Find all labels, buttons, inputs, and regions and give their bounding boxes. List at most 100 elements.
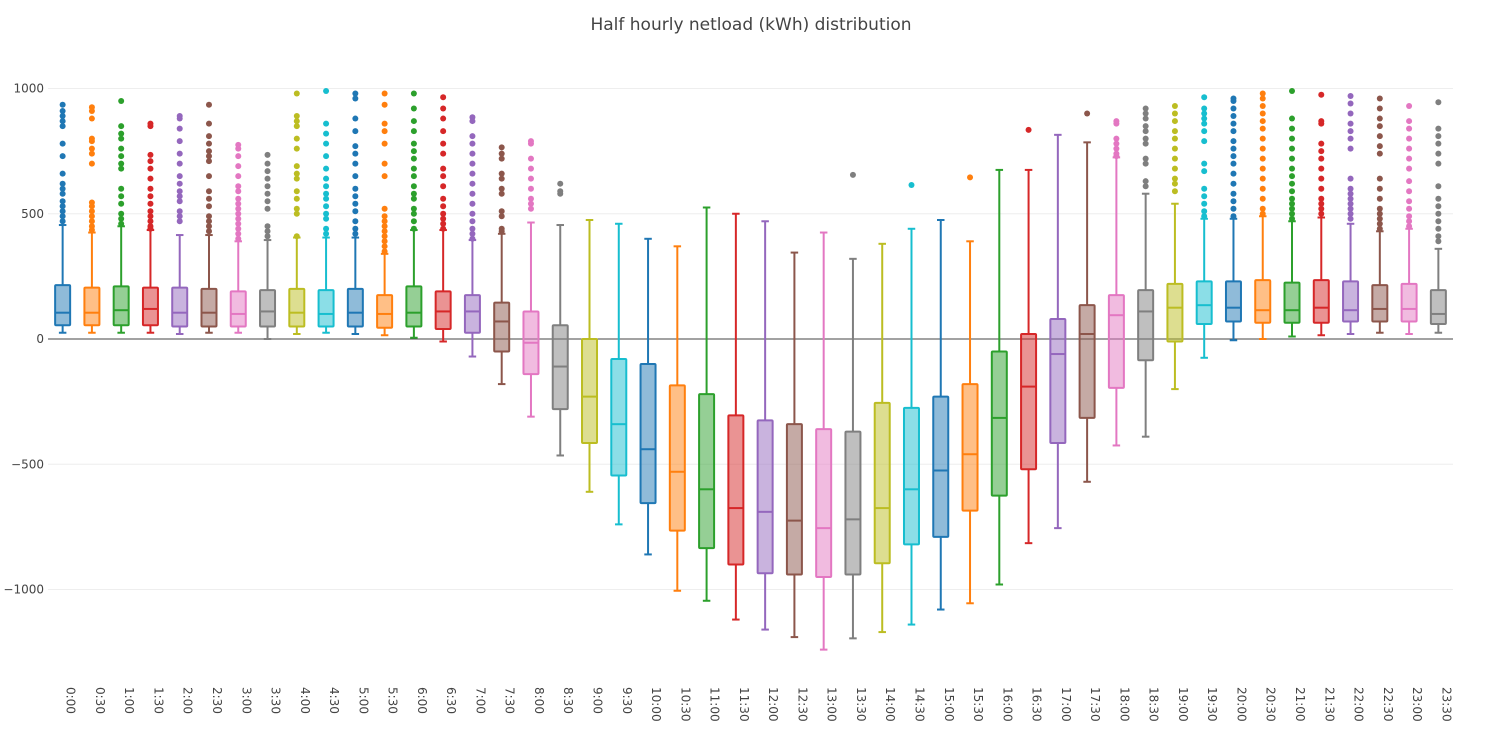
box-16:30 <box>1020 126 1038 545</box>
outlier-point <box>1435 183 1442 190</box>
outlier-point <box>1259 205 1266 212</box>
outlier-point <box>205 158 212 165</box>
outlier-point <box>469 218 476 225</box>
box-23:00 <box>1400 103 1418 335</box>
outlier-point <box>118 210 125 217</box>
x-tick-label: 4:30 <box>327 687 341 714</box>
outlier-point <box>1201 213 1208 220</box>
outlier-point <box>323 88 330 95</box>
outlier-point <box>293 90 300 97</box>
outlier-point <box>118 130 125 137</box>
box-21:30 <box>1312 91 1330 337</box>
outlier-point <box>1406 165 1413 172</box>
outlier-point <box>88 213 95 220</box>
outlier-point <box>1289 195 1296 202</box>
outlier-point <box>205 133 212 140</box>
outlier-point <box>469 190 476 197</box>
box-13:00 <box>815 231 833 651</box>
box-13:30 <box>844 171 862 640</box>
outlier-point <box>1376 185 1383 192</box>
outlier-point <box>147 151 154 158</box>
outlier-point <box>205 203 212 210</box>
outlier-point <box>88 104 95 111</box>
y-tick-label: −500 <box>11 457 44 471</box>
box-iqr <box>932 395 950 538</box>
box-2:00 <box>171 113 189 335</box>
outlier-point <box>118 220 125 227</box>
outlier-point <box>1435 218 1442 225</box>
x-tick-label: 18:00 <box>1117 687 1131 722</box>
outlier-point <box>88 218 95 225</box>
outlier-point <box>1259 110 1266 117</box>
outlier-point <box>323 225 330 232</box>
outlier-point <box>59 118 66 125</box>
box-iqr <box>902 406 920 546</box>
outlier-point <box>1230 213 1237 220</box>
box-20:30 <box>1254 90 1272 340</box>
outlier-point <box>1318 175 1325 182</box>
outlier-point <box>1230 105 1237 112</box>
outlier-point <box>1171 103 1178 110</box>
x-tick-label: 20:30 <box>1264 687 1278 722</box>
outlier-point <box>498 150 505 157</box>
outlier-point <box>323 210 330 217</box>
outlier-point <box>1201 105 1208 112</box>
outlier-point <box>1347 205 1354 212</box>
y-tick-label: 500 <box>21 207 44 221</box>
outlier-point <box>352 160 359 167</box>
outlier-point <box>557 180 564 187</box>
x-tick-label: 1:30 <box>151 687 165 714</box>
outlier-point <box>1376 195 1383 202</box>
outlier-point <box>1318 140 1325 147</box>
x-tick-label: 0:00 <box>64 687 78 714</box>
outlier-point <box>1084 110 1091 117</box>
outlier-point <box>381 173 388 180</box>
outlier-point <box>381 223 388 230</box>
outlier-point <box>59 170 66 177</box>
outlier-point <box>410 155 417 162</box>
outlier-point <box>1376 123 1383 130</box>
outlier-point <box>410 183 417 190</box>
outlier-point <box>352 218 359 225</box>
x-tick-label: 21:00 <box>1293 687 1307 722</box>
outlier-point <box>264 233 271 240</box>
outlier-point <box>1435 160 1442 167</box>
outlier-point <box>381 228 388 235</box>
outlier-point <box>1406 218 1413 225</box>
x-tick-label: 22:00 <box>1352 687 1366 722</box>
box-16:00 <box>990 168 1008 586</box>
box-iqr <box>405 285 423 328</box>
outlier-point <box>440 128 447 135</box>
outlier-point <box>293 145 300 152</box>
outlier-point <box>1289 115 1296 122</box>
y-axis: 1000 500 0 −500 −1000 <box>3 82 44 597</box>
outlier-point <box>469 114 476 121</box>
outlier-point <box>264 151 271 158</box>
x-tick-label: 12:30 <box>795 687 809 722</box>
outlier-point <box>498 185 505 192</box>
box-iqr <box>171 286 189 328</box>
outlier-point <box>527 138 534 145</box>
outlier-point <box>498 190 505 197</box>
outlier-point <box>381 160 388 167</box>
outlier-point <box>440 150 447 157</box>
box-iqr <box>610 358 628 477</box>
outlier-point <box>264 183 271 190</box>
outlier-point <box>1259 195 1266 202</box>
box-12:00 <box>756 220 774 631</box>
outlier-point <box>1289 145 1296 152</box>
outlier-point <box>293 233 300 240</box>
box-22:30 <box>1371 95 1389 334</box>
outlier-point <box>410 165 417 172</box>
x-tick-label: 19:30 <box>1205 687 1219 722</box>
outlier-point <box>176 188 183 195</box>
outlier-point <box>118 145 125 152</box>
outlier-point <box>469 160 476 167</box>
outlier-point <box>1142 128 1149 135</box>
outlier-point <box>1347 185 1354 192</box>
outlier-point <box>118 153 125 160</box>
outlier-point <box>176 208 183 215</box>
outlier-point <box>264 160 271 167</box>
box-iqr <box>815 428 833 578</box>
x-axis: 0:00 0:30 1:00 1:30 2:00 2:30 3:00 3:30 4:00 4:30… <box>64 687 1454 722</box>
